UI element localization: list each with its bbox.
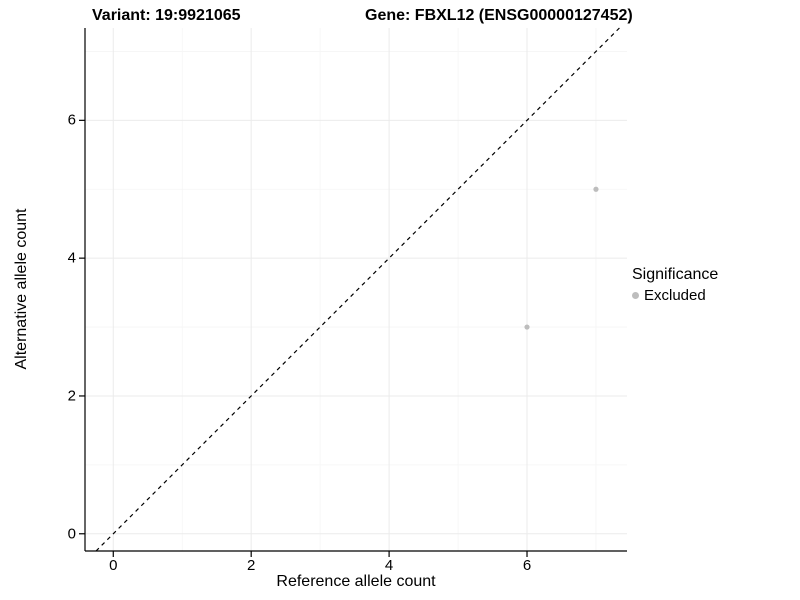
identity-dashed-line	[95, 27, 620, 552]
y-tick-label: 0	[67, 525, 76, 543]
data-point	[593, 186, 599, 192]
x-tick-label: 2	[247, 557, 256, 574]
legend-item-excluded: Excluded	[632, 287, 718, 304]
legend-item-label: Excluded	[644, 287, 706, 304]
x-axis-title: Reference allele count	[276, 573, 436, 590]
y-tick-label: 4	[67, 249, 76, 267]
x-tick-label: 6	[522, 557, 532, 574]
gene-title: Gene: FBXL12 (ENSG00000127452)	[365, 7, 633, 24]
y-axis-title: Alternative allele count	[13, 208, 30, 370]
y-tick-label: 2	[67, 387, 76, 405]
x-tick-label: 0	[109, 557, 118, 574]
y-tick-label: 6	[67, 111, 76, 129]
variant-title: Variant: 19:9921065	[92, 7, 241, 24]
data-point	[524, 324, 530, 330]
x-tick-label: 4	[384, 557, 394, 574]
legend-title: Significance	[632, 266, 719, 283]
legend: Significance Excluded	[632, 266, 718, 304]
legend-point-icon	[632, 292, 639, 299]
